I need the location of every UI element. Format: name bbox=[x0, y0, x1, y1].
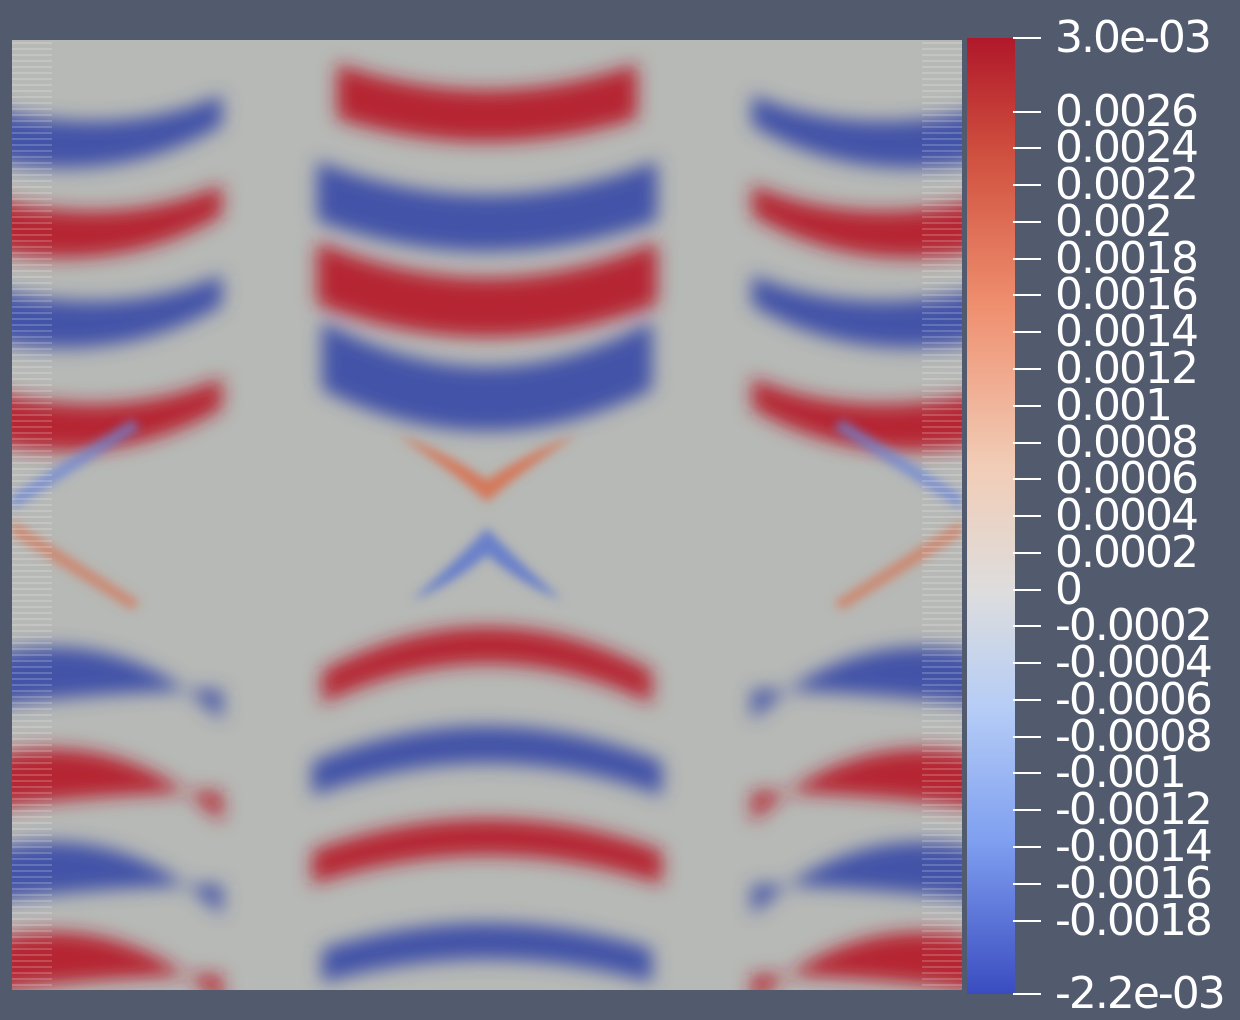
tick-mark bbox=[1013, 845, 1041, 848]
tick-mark bbox=[1013, 882, 1041, 885]
field-image bbox=[12, 40, 962, 990]
tick-mark bbox=[1013, 698, 1041, 701]
colorbar-min-label: -2.2e-03 bbox=[1055, 968, 1226, 1019]
tick-mark bbox=[1013, 441, 1041, 444]
colorbar-tick-label: 0.0018 bbox=[1055, 232, 1199, 284]
colorbar-tick-label: 0.002 bbox=[1055, 195, 1173, 247]
colorbar-gradient bbox=[967, 38, 1015, 994]
colorbar-tick-label: 0.0026 bbox=[1055, 85, 1199, 137]
tick-mark bbox=[1013, 478, 1041, 481]
tick-mark bbox=[1013, 147, 1041, 150]
colorbar-ticks: 3.0e-03 0.0026 0.0024 0.0022 0.002 0.0018 0.0… bbox=[1013, 0, 1240, 1019]
tick-mark bbox=[1013, 588, 1041, 591]
tick-mark bbox=[1013, 735, 1041, 738]
colorbar-tick-label: 0.0022 bbox=[1055, 159, 1199, 211]
colorbar-tick-label: -0.0018 bbox=[1055, 894, 1213, 946]
tick-mark bbox=[1013, 662, 1041, 665]
tick-mark bbox=[1013, 37, 1041, 39]
colorbar bbox=[967, 38, 1015, 994]
colorbar-tick-label: 0.0008 bbox=[1055, 416, 1199, 468]
tick-mark bbox=[1013, 993, 1041, 995]
tick-mark bbox=[1013, 919, 1041, 922]
colorbar-max-label: 3.0e-03 bbox=[1055, 12, 1212, 63]
colorbar-tick-label: -0.0012 bbox=[1055, 784, 1213, 836]
tick-mark bbox=[1013, 184, 1041, 187]
tick-mark bbox=[1013, 515, 1041, 517]
colorbar-tick-label: 0.0004 bbox=[1055, 490, 1199, 541]
colorbar-tick-label: 0.0024 bbox=[1055, 122, 1199, 174]
tick-mark bbox=[1013, 809, 1041, 812]
tick-mark bbox=[1013, 367, 1041, 370]
tick-mark bbox=[1013, 257, 1041, 260]
tick-mark bbox=[1013, 294, 1041, 297]
colorbar-tick-label: -0.0002 bbox=[1055, 600, 1213, 652]
colorbar-tick-label: 0.0016 bbox=[1055, 269, 1199, 321]
colorbar-tick-label: -0.001 bbox=[1055, 747, 1187, 799]
colorbar-tick-label: -0.0014 bbox=[1055, 820, 1213, 872]
tick-mark bbox=[1013, 625, 1041, 628]
tick-mark bbox=[1013, 551, 1041, 554]
tick-mark bbox=[1013, 220, 1041, 223]
colorbar-tick-label: -0.0016 bbox=[1055, 857, 1213, 909]
field-plot[interactable] bbox=[12, 40, 962, 990]
colorbar-tick-label: -0.0004 bbox=[1055, 637, 1213, 689]
colorbar-tick-label: 0.0002 bbox=[1055, 526, 1199, 578]
tick-mark bbox=[1013, 331, 1041, 334]
tick-mark bbox=[1013, 772, 1041, 775]
colorbar-tick-label: 0.001 bbox=[1055, 379, 1173, 431]
colorbar-tick-label: 0.0014 bbox=[1055, 306, 1199, 358]
colorbar-tick-label: 0.0012 bbox=[1055, 342, 1199, 394]
tick-mark bbox=[1013, 404, 1041, 407]
colorbar-tick-label: 0 bbox=[1055, 563, 1083, 615]
tick-mark bbox=[1013, 110, 1041, 113]
colorbar-tick-label: 0.0006 bbox=[1055, 453, 1199, 505]
colorbar-tick-label: -0.0006 bbox=[1055, 673, 1213, 725]
colorbar-tick-label: -0.0008 bbox=[1055, 710, 1213, 762]
